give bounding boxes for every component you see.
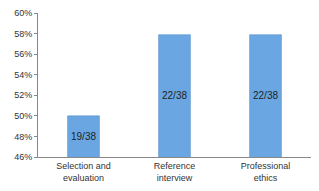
svg-text:54%: 54% — [14, 70, 32, 80]
svg-text:Professionalethics: Professionalethics — [241, 161, 291, 183]
svg-text:60%: 60% — [14, 8, 32, 18]
svg-text:Referenceinterview: Referenceinterview — [154, 161, 196, 183]
svg-text:46%: 46% — [14, 152, 32, 162]
svg-text:52%: 52% — [14, 90, 32, 100]
svg-text:48%: 48% — [14, 132, 32, 142]
svg-text:22/38: 22/38 — [253, 90, 278, 101]
svg-text:Selection andevaluation: Selection andevaluation — [56, 161, 111, 183]
svg-text:22/38: 22/38 — [162, 90, 187, 101]
svg-text:56%: 56% — [14, 49, 32, 59]
svg-text:19/38: 19/38 — [71, 131, 96, 142]
svg-text:58%: 58% — [14, 29, 32, 39]
svg-text:50%: 50% — [14, 111, 32, 121]
